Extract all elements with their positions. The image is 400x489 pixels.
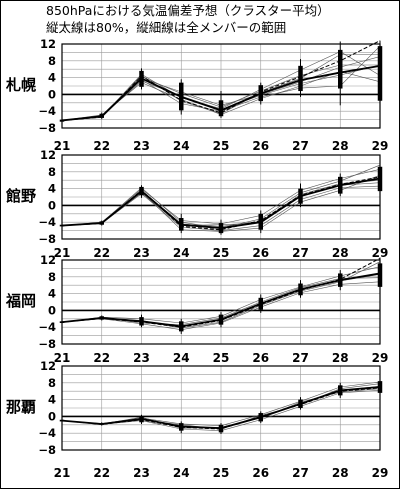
x-tick-label: 23 — [133, 139, 150, 153]
panel-border — [61, 259, 381, 345]
x-tick-label: 24 — [173, 246, 190, 260]
y-tick-label: −8 — [38, 337, 56, 351]
dashed-line — [61, 40, 381, 121]
x-tick-label: 21 — [54, 351, 71, 365]
city-label: 札幌 — [5, 76, 36, 94]
x-tick-label: 21 — [54, 139, 71, 153]
x-tick-label: 23 — [133, 466, 150, 480]
x-tick-label: 28 — [332, 246, 349, 260]
x-tick-label: 26 — [252, 351, 269, 365]
x-tick-label: 24 — [173, 351, 190, 365]
city-label: 館野 — [5, 187, 36, 205]
x-tick-label: 25 — [213, 139, 230, 153]
y-tick-label: 4 — [48, 287, 56, 301]
y-tick-label: −4 — [38, 320, 56, 334]
x-tick-label: 25 — [213, 466, 230, 480]
x-tick-label: 24 — [173, 139, 190, 153]
panel-1: 12 8 4 0 −4 −8 館野 21 22 23 24 25 26 27 28 29 — [5, 148, 388, 260]
x-tick-label: 27 — [292, 351, 309, 365]
x-tick-label: 21 — [54, 246, 71, 260]
y-tick-label: 0 — [48, 409, 56, 423]
y-tick-label: 0 — [48, 303, 56, 317]
x-tick-label: 29 — [372, 246, 389, 260]
y-tick-label: −8 — [38, 232, 56, 246]
y-tick-label: 0 — [48, 87, 56, 101]
y-tick-label: −4 — [38, 215, 56, 229]
y-tick-label: 12 — [40, 253, 56, 267]
city-label: 那覇 — [6, 398, 36, 416]
y-tick-label: 8 — [48, 270, 56, 284]
panel-2: 12 8 4 0 −4 −8 福岡 21 22 23 24 25 26 27 28 29 — [5, 253, 388, 365]
x-tick-label: 22 — [93, 466, 110, 480]
x-tick-label: 27 — [292, 139, 309, 153]
x-tick-label: 21 — [54, 466, 71, 480]
chart-title: 850hPaにおける気温偏差予想（クラスター平均） 縦太線は80%，縦細線は全メ… — [46, 2, 386, 36]
y-tick-label: 12 — [40, 148, 56, 162]
x-tick-label: 28 — [332, 139, 349, 153]
x-tick-label: 27 — [292, 466, 309, 480]
x-tick-label: 22 — [93, 139, 110, 153]
y-tick-label: −4 — [38, 426, 56, 440]
y-tick-label: 8 — [48, 376, 56, 390]
x-tick-label: 26 — [252, 466, 269, 480]
y-tick-label: 12 — [40, 359, 56, 373]
y-tick-label: −4 — [38, 104, 56, 118]
x-tick-label: 25 — [213, 351, 230, 365]
y-tick-label: 0 — [48, 198, 56, 212]
x-tick-label: 23 — [133, 351, 150, 365]
x-tick-label: 28 — [332, 466, 349, 480]
x-tick-label: 27 — [292, 246, 309, 260]
panel-3: 12 8 4 0 −4 −8 那覇 21 22 23 24 25 26 27 28 29 — [6, 359, 388, 480]
x-tick-label: 29 — [372, 351, 389, 365]
x-tick-label: 24 — [173, 466, 190, 480]
x-tick-label: 26 — [252, 246, 269, 260]
panel-border — [61, 365, 381, 451]
x-tick-label: 28 — [332, 351, 349, 365]
city-label: 福岡 — [5, 292, 36, 310]
y-tick-label: 8 — [48, 165, 56, 179]
panel-0: 12 8 4 0 −4 −8 札幌 21 22 23 24 25 26 27 28 29 — [5, 37, 388, 153]
y-tick-label: 4 — [48, 182, 56, 196]
x-tick-label: 22 — [93, 351, 110, 365]
x-tick-label: 22 — [93, 246, 110, 260]
chart-title-line1: 850hPaにおける気温偏差予想（クラスター平均） — [46, 3, 330, 18]
x-tick-label: 29 — [372, 466, 389, 480]
x-tick-label: 29 — [372, 139, 389, 153]
y-tick-label: 4 — [48, 71, 56, 85]
y-tick-label: 12 — [40, 37, 56, 51]
y-tick-label: −8 — [38, 443, 56, 457]
y-tick-label: 4 — [48, 393, 56, 407]
x-tick-label: 26 — [252, 139, 269, 153]
x-tick-label: 25 — [213, 246, 230, 260]
chart-title-line2: 縦太線は80%，縦細線は全メンバーの範囲 — [46, 20, 287, 35]
y-tick-label: 8 — [48, 54, 56, 68]
y-tick-label: −8 — [38, 121, 56, 135]
x-tick-label: 23 — [133, 246, 150, 260]
